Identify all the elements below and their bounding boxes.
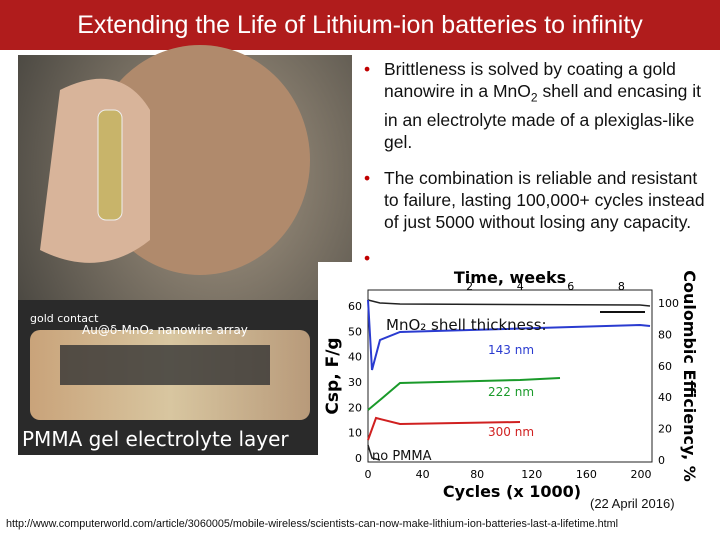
curve-300 [367, 416, 521, 441]
source-url: http://www.computerworld.com/article/306… [6, 518, 619, 530]
left-tick: 50 [348, 325, 362, 338]
bottom-tick: 80 [470, 468, 484, 481]
nanowire [60, 345, 270, 385]
bottom-tick: 120 [521, 468, 542, 481]
right-tick: 40 [658, 391, 672, 404]
curve-143 [367, 299, 651, 371]
plot-frame [367, 289, 653, 463]
figure [318, 262, 700, 502]
battery [97, 109, 123, 221]
left-tick: 20 [348, 401, 362, 414]
top-axis-label: Time, weeks [454, 268, 566, 287]
left-tick: 60 [348, 300, 362, 313]
bullet: Brittleness is solved by coating a gold … [362, 58, 712, 153]
photo-label: gold contact [30, 312, 99, 325]
top-tick: 4 [517, 280, 524, 293]
bullet-list: Brittleness is solved by coating a gold … [362, 58, 712, 283]
right-tick: 0 [658, 454, 665, 467]
right-axis-label: Coulombic Efficiency, % [680, 270, 699, 482]
bullet [362, 247, 712, 269]
slide-title: Extending the Life of Lithium-ion batter… [0, 0, 720, 50]
top-tick: 6 [567, 280, 574, 293]
right-tick: 20 [658, 423, 672, 436]
text: Brittleness is solved by coating a gold … [384, 59, 676, 101]
left-tick: 30 [348, 376, 362, 389]
text: shell and encasing it in an electrolyte … [384, 81, 702, 152]
annotation: 143 nm [488, 343, 534, 357]
right-tick: 60 [658, 360, 672, 373]
photo-label: PMMA gel electrolyte layer [22, 427, 289, 451]
bottom-tick: 160 [576, 468, 597, 481]
curve-no-pmma [367, 444, 381, 461]
annotation: no PMMA [372, 449, 432, 464]
subscript: 2 [530, 90, 538, 105]
left-tick: 40 [348, 351, 362, 364]
photo-label: Au@δ-MnO₂ nanowire array [82, 323, 248, 337]
left-tick: 0 [355, 452, 362, 465]
top-tick: 8 [618, 280, 625, 293]
curve-222 [367, 377, 561, 411]
bullet: The combination is reliable and resistan… [362, 167, 712, 233]
annotation: 222 nm [488, 385, 534, 399]
right-tick: 80 [658, 328, 672, 341]
left-axis-label: Csp, F/g [323, 337, 343, 414]
text: The combination is reliable and resistan… [384, 167, 705, 232]
annotation: 300 nm [488, 425, 534, 439]
top-tick: 2 [466, 280, 473, 293]
date: (22 April 2016) [590, 496, 675, 511]
efficiency-curve [367, 299, 651, 307]
left-tick: 10 [348, 427, 362, 440]
annotation: MnO₂ shell thickness: [386, 316, 547, 334]
bottom-tick: 40 [416, 468, 430, 481]
figure-text: 0 10 20 30 40 50 60 0 20 40 60 80 100 0 40 80 120 160 200 2… [323, 268, 699, 501]
bottom-tick: 200 [631, 468, 652, 481]
bottom-tick: 0 [365, 468, 372, 481]
right-tick: 100 [658, 297, 679, 310]
bottom-axis-label: Cycles (x 1000) [443, 482, 581, 501]
